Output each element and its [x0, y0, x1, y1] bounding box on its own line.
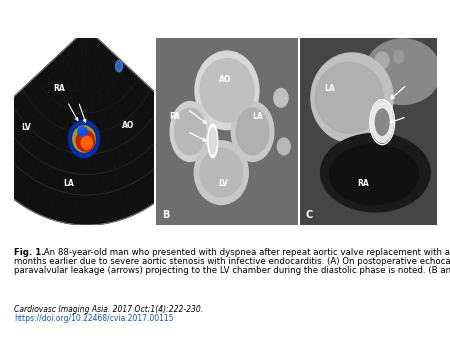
- Ellipse shape: [170, 102, 210, 162]
- Text: RA: RA: [53, 84, 65, 93]
- Ellipse shape: [365, 39, 441, 104]
- Ellipse shape: [78, 127, 87, 136]
- Text: https://doi.org/10.22468/cvia.2017.00115: https://doi.org/10.22468/cvia.2017.00115: [14, 314, 174, 323]
- Text: Fig. 1.: Fig. 1.: [14, 248, 45, 257]
- Ellipse shape: [320, 134, 430, 212]
- Text: LA: LA: [324, 84, 335, 93]
- Text: RA: RA: [358, 179, 369, 188]
- Text: An 88-year-old man who presented with dyspnea after repeat aortic valve replacem: An 88-year-old man who presented with dy…: [41, 248, 450, 257]
- Text: C: C: [306, 210, 313, 219]
- Text: LV: LV: [219, 179, 228, 188]
- Text: paravalvular leakage (arrows) projecting to the LV chamber during the diastolic : paravalvular leakage (arrows) projecting…: [14, 266, 450, 275]
- Ellipse shape: [175, 108, 206, 155]
- Ellipse shape: [73, 126, 95, 152]
- Ellipse shape: [329, 145, 418, 204]
- Ellipse shape: [375, 109, 389, 135]
- Ellipse shape: [200, 58, 254, 122]
- Text: B: B: [162, 210, 169, 219]
- Text: LA: LA: [252, 112, 263, 121]
- Wedge shape: [0, 29, 207, 225]
- Ellipse shape: [375, 52, 389, 69]
- Ellipse shape: [81, 136, 92, 149]
- Text: A: A: [20, 210, 27, 219]
- Ellipse shape: [68, 120, 99, 158]
- Ellipse shape: [311, 53, 393, 143]
- Text: AO: AO: [219, 75, 231, 83]
- Ellipse shape: [208, 124, 218, 158]
- Text: PA: PA: [169, 112, 180, 121]
- Ellipse shape: [371, 102, 393, 143]
- Ellipse shape: [231, 102, 274, 162]
- Text: Cardiovasc Imaging Asia. 2017 Oct;1(4):222-230.: Cardiovasc Imaging Asia. 2017 Oct;1(4):2…: [14, 305, 203, 314]
- Ellipse shape: [200, 148, 243, 197]
- Ellipse shape: [274, 89, 288, 107]
- Ellipse shape: [76, 130, 94, 151]
- Ellipse shape: [194, 141, 248, 204]
- Ellipse shape: [236, 108, 269, 155]
- Ellipse shape: [394, 50, 404, 63]
- Ellipse shape: [277, 138, 290, 155]
- Ellipse shape: [195, 51, 259, 130]
- Ellipse shape: [209, 128, 216, 154]
- Text: months earlier due to severe aortic stenosis with infective endocarditis. (A) On: months earlier due to severe aortic sten…: [14, 257, 450, 266]
- Text: AO: AO: [122, 121, 134, 130]
- Text: LA: LA: [63, 179, 74, 188]
- Ellipse shape: [116, 61, 122, 72]
- Ellipse shape: [315, 62, 383, 134]
- Text: LV: LV: [21, 123, 31, 132]
